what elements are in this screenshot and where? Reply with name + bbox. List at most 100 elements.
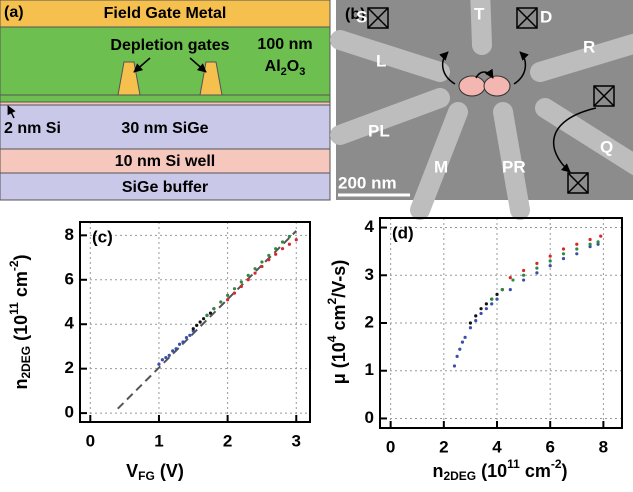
- text-part: cm: [11, 271, 31, 302]
- x-tick-label: 3: [292, 431, 301, 450]
- text-part: (10: [476, 461, 507, 481]
- x-tick-label: 8: [599, 437, 608, 456]
- x-tick-label: 0: [386, 437, 395, 456]
- y-tick-label: 0: [365, 408, 374, 427]
- x-tick-label: 2: [439, 437, 448, 456]
- layer-label: Field Gate Metal: [104, 5, 227, 22]
- data-point: [295, 238, 298, 241]
- y-tick-label: 1: [365, 360, 374, 379]
- data-point: [501, 288, 504, 291]
- data-point: [195, 324, 198, 327]
- layer-label: 10 nm Si well: [115, 153, 215, 170]
- data-point: [522, 269, 525, 272]
- y-tick-label: 6: [65, 269, 74, 288]
- text-part: ): [11, 254, 31, 260]
- x-tick-label: 4: [492, 437, 502, 456]
- text-part: 2DEG: [19, 346, 33, 379]
- data-point: [511, 278, 514, 281]
- text-part: 11: [507, 457, 520, 471]
- text-part: n: [11, 379, 31, 390]
- data-point: [233, 292, 236, 295]
- data-point: [240, 285, 243, 288]
- data-point: [168, 354, 171, 357]
- y-tick-label: 2: [365, 312, 374, 331]
- data-point: [490, 302, 493, 305]
- data-point: [253, 267, 256, 270]
- data-point: [233, 287, 236, 290]
- data-point: [509, 276, 512, 279]
- data-point: [562, 252, 565, 255]
- data-point: [274, 253, 277, 256]
- text-part: Al: [265, 58, 281, 75]
- cap-layer: [0, 95, 330, 102]
- y-tick-label: 4: [365, 217, 375, 236]
- data-point: [495, 293, 498, 296]
- data-point: [562, 257, 565, 260]
- scale-bar-label: 200 nm: [338, 173, 397, 192]
- quantum-dot: [459, 76, 485, 96]
- data-point: [226, 294, 229, 297]
- gate-label: PR: [502, 157, 526, 176]
- text-part: cm: [520, 461, 551, 481]
- quantum-dot: [484, 76, 510, 96]
- data-point: [157, 363, 160, 366]
- layer-label: 30 nm SiGe: [121, 120, 208, 137]
- text-part: /V-s): [329, 260, 349, 298]
- text-part: V: [126, 461, 138, 481]
- data-point: [181, 340, 184, 343]
- gate-label: D: [540, 7, 552, 26]
- figure: (a) Field Gate Metal Depletion gates 100…: [0, 0, 633, 492]
- thickness-label: 100 nm: [257, 36, 312, 53]
- data-point: [178, 343, 181, 346]
- layer-label: SiGe buffer: [122, 179, 208, 196]
- data-point: [199, 320, 202, 323]
- data-point: [599, 235, 602, 238]
- x-axis-label: VFG (V): [126, 461, 184, 483]
- data-point: [575, 252, 578, 255]
- text-part: 2DEG: [443, 469, 476, 483]
- data-point: [458, 348, 461, 351]
- data-point: [479, 312, 482, 315]
- data-point: [164, 356, 167, 359]
- y-tick-label: 8: [65, 225, 74, 244]
- text-part: n: [432, 461, 443, 481]
- data-point: [522, 274, 525, 277]
- x-axis-label: n2DEG (1011 cm-2): [432, 457, 567, 483]
- text-part: -2: [551, 457, 562, 471]
- fit-line: [118, 231, 297, 409]
- text-part: FG: [138, 469, 155, 483]
- data-point: [202, 317, 205, 320]
- data-point: [509, 288, 512, 291]
- data-point: [171, 349, 174, 352]
- gate-label: Q: [600, 137, 613, 156]
- data-point: [522, 278, 525, 281]
- layer-label: 2 nm Si: [4, 120, 61, 137]
- data-point: [588, 238, 591, 241]
- gate-label: S: [356, 7, 367, 26]
- gate-label: T: [474, 4, 485, 23]
- data-point: [288, 243, 291, 246]
- data-point: [535, 262, 538, 265]
- data-point: [185, 336, 188, 339]
- data-point: [588, 243, 591, 246]
- text-part: cm: [329, 304, 349, 335]
- text-part: ): [562, 461, 568, 481]
- data-point: [562, 247, 565, 250]
- panel-label: (d): [392, 223, 414, 242]
- data-point: [549, 255, 552, 258]
- data-point: [247, 278, 250, 281]
- data-point: [209, 312, 212, 315]
- data-point: [281, 247, 284, 250]
- data-point: [192, 327, 195, 330]
- data-point: [240, 280, 243, 283]
- y-axis-label: μ (104 cm2/V-s): [325, 260, 349, 384]
- data-point: [175, 347, 178, 350]
- data-point: [549, 264, 552, 267]
- data-point: [456, 355, 459, 358]
- gate-label: Depletion gates: [110, 37, 229, 54]
- text-part: (V): [155, 461, 184, 481]
- data-point: [535, 271, 538, 274]
- data-point: [469, 321, 472, 324]
- data-point: [288, 235, 291, 238]
- gate-label: PL: [368, 121, 390, 140]
